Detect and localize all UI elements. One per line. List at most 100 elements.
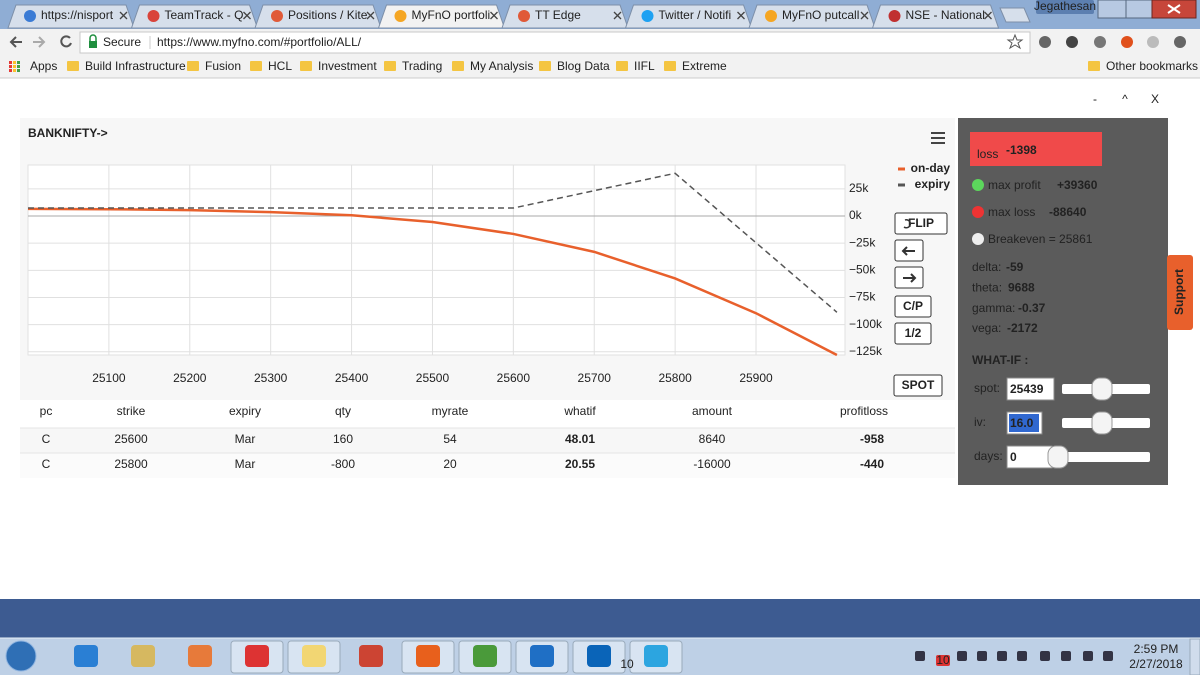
window-max[interactable]: [1125, 0, 1153, 19]
loss-label: loss: [977, 147, 998, 161]
x-tick-label: 25800: [658, 371, 692, 385]
apps-icon: [17, 61, 20, 64]
tab-favicon: [147, 10, 160, 22]
extension-icon[interactable]: [1094, 36, 1106, 48]
greek-value: -2172: [1007, 321, 1038, 335]
support-tab[interactable]: [1167, 255, 1193, 330]
lock-icon: [89, 41, 97, 48]
window-min[interactable]: [1097, 0, 1127, 19]
tab[interactable]: [254, 4, 382, 29]
bookmark[interactable]: Other bookmarks: [1106, 59, 1198, 73]
tray-icon[interactable]: [977, 651, 987, 661]
tray-icon[interactable]: [1017, 651, 1027, 661]
bookmark[interactable]: Trading: [402, 59, 442, 73]
window-user: Jegathesan: [1034, 0, 1096, 13]
tray-badge: 10: [936, 653, 950, 667]
tray-icon[interactable]: [915, 651, 925, 661]
tab-close: [366, 11, 375, 20]
table-row: [20, 453, 955, 478]
half-button-label: 1/2: [905, 326, 922, 340]
tab-favicon: [641, 10, 654, 22]
tray-icon[interactable]: [1040, 651, 1050, 661]
table-cell: -958: [860, 432, 884, 446]
reload-button[interactable]: [60, 35, 72, 48]
apps-icon: [13, 61, 16, 64]
tab-close: [490, 11, 498, 20]
extension-icon[interactable]: [1039, 36, 1051, 48]
extension-icon[interactable]: [1147, 36, 1159, 48]
flip-icon: [903, 219, 912, 229]
tray-icon[interactable]: [1103, 651, 1113, 661]
input-value[interactable]: 16.0: [1010, 416, 1034, 430]
neutral-icon: [972, 233, 984, 245]
clock-time: 2:59 PM: [1134, 642, 1179, 656]
input-value[interactable]: 0: [1010, 450, 1017, 464]
table-cell: -800: [331, 457, 355, 471]
tab-close: [243, 11, 251, 20]
table-cell: 20: [443, 457, 457, 471]
tab[interactable]: [501, 4, 629, 29]
slider-knob[interactable]: [1091, 411, 1113, 435]
table-cell: 48.01: [565, 432, 595, 446]
x-tick-label: 25600: [497, 371, 531, 385]
window-control[interactable]: -: [1093, 92, 1097, 106]
tab[interactable]: [377, 4, 506, 29]
max-profit-value: +39360: [1057, 178, 1098, 192]
tab[interactable]: [748, 4, 876, 29]
tab-close: [737, 11, 745, 20]
window-control[interactable]: X: [1151, 92, 1159, 106]
apps-icon: [13, 69, 16, 72]
slider-knob[interactable]: [1047, 445, 1069, 469]
tab[interactable]: [7, 4, 135, 29]
folder-icon: [300, 61, 312, 71]
bookmark[interactable]: Extreme: [682, 59, 727, 73]
bookmark[interactable]: HCL: [268, 59, 292, 73]
tray-icon[interactable]: [997, 651, 1007, 661]
tray-icon[interactable]: [1083, 651, 1093, 661]
tab[interactable]: [624, 4, 753, 29]
table-row: [20, 428, 955, 453]
bookmark[interactable]: Build Infrastructure: [85, 59, 186, 73]
half-button[interactable]: [894, 322, 932, 345]
start-button[interactable]: [5, 640, 37, 672]
slider-knob[interactable]: [1091, 377, 1113, 401]
tab[interactable]: [130, 4, 259, 29]
window-control[interactable]: ^: [1122, 92, 1128, 106]
bookmark[interactable]: IIFL: [634, 59, 655, 73]
slider-track[interactable]: [1062, 452, 1150, 462]
column-header: myrate: [432, 404, 469, 418]
back-button[interactable]: [9, 36, 22, 48]
star-icon[interactable]: [1006, 33, 1024, 50]
input-label: iv:: [974, 415, 986, 429]
bookmark[interactable]: Investment: [318, 59, 377, 73]
x-tick-label: 25900: [739, 371, 773, 385]
table-cell: 25600: [114, 432, 148, 446]
tray-icon[interactable]: [1061, 651, 1071, 661]
spot-button-label: SPOT: [902, 378, 935, 392]
spot-button[interactable]: [893, 374, 943, 397]
x-tick-label: 25200: [173, 371, 207, 385]
bookmark[interactable]: Blog Data: [557, 59, 610, 73]
tab[interactable]: [871, 4, 1000, 29]
extension-icon[interactable]: [1174, 36, 1186, 48]
input-value[interactable]: 25439: [1010, 382, 1044, 396]
bookmark[interactable]: Apps: [30, 59, 57, 73]
cp-button[interactable]: [894, 295, 932, 318]
column-header: amount: [692, 404, 733, 418]
bookmark[interactable]: My Analysis: [470, 59, 533, 73]
bookmark[interactable]: Fusion: [205, 59, 241, 73]
omnibox[interactable]: [79, 31, 1031, 54]
extension-icon[interactable]: [1066, 36, 1078, 48]
extension-icon[interactable]: [1121, 36, 1133, 48]
show-desktop[interactable]: [1189, 638, 1200, 675]
folder-icon: [67, 61, 79, 71]
clock-date: 2/27/2018: [1129, 657, 1183, 671]
new-tab[interactable]: [999, 7, 1031, 23]
y-tick-label: −100k: [849, 317, 883, 331]
input-label: spot:: [974, 381, 1000, 395]
flip-button[interactable]: [894, 212, 948, 235]
input-box[interactable]: [1006, 377, 1055, 401]
table-cell: 160: [333, 432, 353, 446]
forward-button[interactable]: [33, 36, 46, 48]
tray-icon[interactable]: [957, 651, 967, 661]
